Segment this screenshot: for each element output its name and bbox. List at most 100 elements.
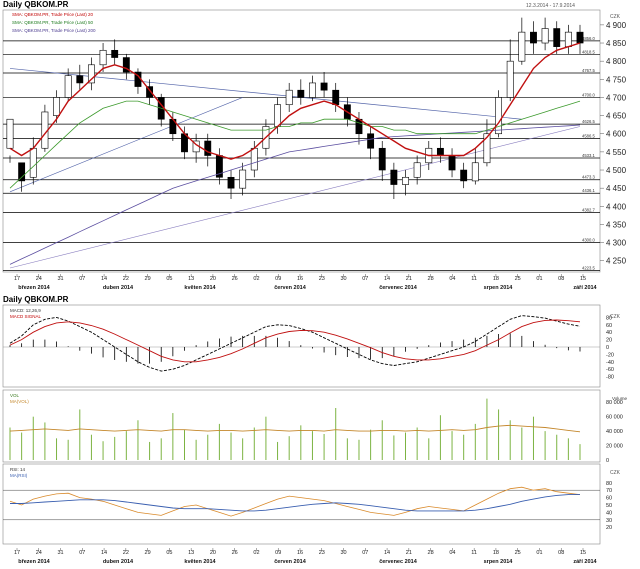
- rsi-tick-label: 30: [606, 518, 612, 524]
- main-x-tick-label: 17: [14, 276, 20, 282]
- rsi-tick-label: 80: [606, 481, 612, 487]
- candle-body: [250, 147, 258, 171]
- horizontal-level-label: 4300.0: [582, 238, 595, 243]
- bottom-x-tick-label: 24: [36, 550, 42, 556]
- main-x-tick-label: 13: [188, 276, 194, 282]
- bottom-x-tick-label: 20: [210, 550, 216, 556]
- macd-tick-label: -80: [606, 375, 614, 381]
- main-x-tick-label: 02: [253, 276, 259, 282]
- volume-tick-label: 0: [606, 458, 609, 464]
- candle-body: [111, 49, 119, 58]
- price-tick-label: 4 300: [606, 239, 627, 248]
- rsi-ma-line: [10, 494, 580, 512]
- bottom-x-tick-label: 16: [297, 550, 303, 556]
- bottom-x-tick-label: 30: [340, 550, 346, 556]
- volume-tick-label: 80 000: [606, 400, 623, 406]
- horizontal-level-label: 4223.5: [582, 265, 595, 270]
- vol-label: VOL: [10, 393, 20, 398]
- bottom-x-tick-label: 02: [253, 550, 259, 556]
- main-x-month-label: září 2014: [573, 285, 597, 291]
- bottom-x-tick-label: 05: [166, 550, 172, 556]
- candle-body: [367, 133, 375, 149]
- candle-body: [530, 31, 537, 44]
- bottom-x-tick-label: 23: [319, 550, 325, 556]
- candle-body: [204, 140, 212, 156]
- main-x-month-label: červen 2014: [274, 285, 306, 291]
- main-x-tick-label: 26: [232, 276, 238, 282]
- candle-body: [76, 75, 84, 84]
- bottom-x-tick-label: 21: [406, 550, 412, 556]
- horizontal-level-label: 4626.5: [582, 119, 595, 124]
- main-x-tick-label: 15: [580, 276, 586, 282]
- macd-chart-title: Daily QBKOM.PR: [3, 295, 69, 304]
- bottom-x-tick-label: 29: [145, 550, 151, 556]
- main-x-tick-label: 25: [515, 276, 521, 282]
- bottom-x-tick-label: 11: [471, 550, 477, 556]
- bottom-x-tick-label: 25: [515, 550, 521, 556]
- main-x-tick-label: 30: [340, 276, 346, 282]
- main-x-tick-label: 14: [101, 276, 107, 282]
- price-tick-label: 4 750: [606, 75, 627, 84]
- macd-tick-label: 40: [606, 330, 612, 336]
- price-tick-label: 4 600: [606, 130, 627, 139]
- price-currency: CZK: [610, 14, 621, 20]
- macd-tick-label: -40: [606, 360, 614, 366]
- horizontal-level-label: 4533.1: [582, 153, 595, 158]
- candle-body: [355, 118, 363, 135]
- vol-ma-label: MA(VOL): [10, 399, 29, 404]
- rsi-tick-label: 40: [606, 510, 612, 516]
- bottom-x-tick-label: 17: [14, 550, 20, 556]
- rsi-currency: CZK: [610, 470, 621, 476]
- candle-body: [239, 169, 247, 189]
- macd-tick-label: -60: [606, 367, 614, 373]
- main-x-tick-label: 16: [297, 276, 303, 282]
- price-date-range: 12.3.2014 - 17.9.2014: [526, 3, 575, 9]
- bottom-x-tick-label: 31: [57, 550, 63, 556]
- main-x-tick-label: 07: [79, 276, 85, 282]
- macd-label: MACD: 12,26,9: [10, 308, 41, 313]
- macd-plot-frame: [2, 304, 601, 388]
- main-x-tick-label: 11: [471, 276, 477, 282]
- bottom-x-month-label: březen 2014: [18, 559, 50, 565]
- candle-body: [122, 57, 130, 73]
- candle-body: [378, 147, 386, 171]
- bottom-x-tick-label: 01: [536, 550, 542, 556]
- price-tick-label: 4 450: [606, 184, 627, 193]
- candle-body: [471, 162, 479, 182]
- bottom-x-tick-label: 09: [275, 550, 281, 556]
- horizontal-level-label: 4856.0: [582, 36, 595, 41]
- bottom-x-tick-label: 14: [384, 550, 390, 556]
- rsi-tick-label: 70: [606, 488, 612, 494]
- price-tick-label: 4 250: [606, 257, 627, 266]
- bottom-x-tick-label: 28: [428, 550, 434, 556]
- candle-body: [53, 97, 60, 116]
- main-x-tick-label: 05: [166, 276, 172, 282]
- main-x-tick-label: 29: [145, 276, 151, 282]
- price-tick-label: 4 350: [606, 220, 627, 229]
- bottom-x-tick-label: 07: [362, 550, 368, 556]
- candle-body: [227, 176, 235, 189]
- bottom-x-tick-label: 04: [449, 550, 455, 556]
- bottom-x-month-label: září 2014: [573, 559, 597, 565]
- candle-body: [506, 60, 514, 98]
- candle-body: [332, 89, 340, 106]
- main-x-tick-label: 31: [57, 276, 63, 282]
- horizontal-level-label: 4473.3: [582, 175, 595, 180]
- main-x-tick-label: 22: [123, 276, 129, 282]
- rsi-tick-label: 60: [606, 496, 612, 502]
- price-tick-label: 4 700: [606, 93, 627, 102]
- candle-body: [309, 82, 316, 98]
- trend-line-channel: [9, 97, 243, 193]
- price-tick-label: 4 900: [606, 21, 627, 30]
- main-x-tick-label: 01: [536, 276, 542, 282]
- candle-body: [495, 97, 503, 135]
- bottom-x-tick-label: 13: [188, 550, 194, 556]
- candle-body: [29, 147, 37, 178]
- rsi-tick-label: 20: [606, 525, 612, 531]
- macd-panel: Daily QBKOM.PR MACD: 12,26,9 MACD SIGNAL…: [2, 295, 621, 388]
- candle-body: [297, 89, 305, 98]
- macd-signal-label: MACD SIGNAL: [10, 314, 42, 319]
- candle-body: [99, 49, 107, 66]
